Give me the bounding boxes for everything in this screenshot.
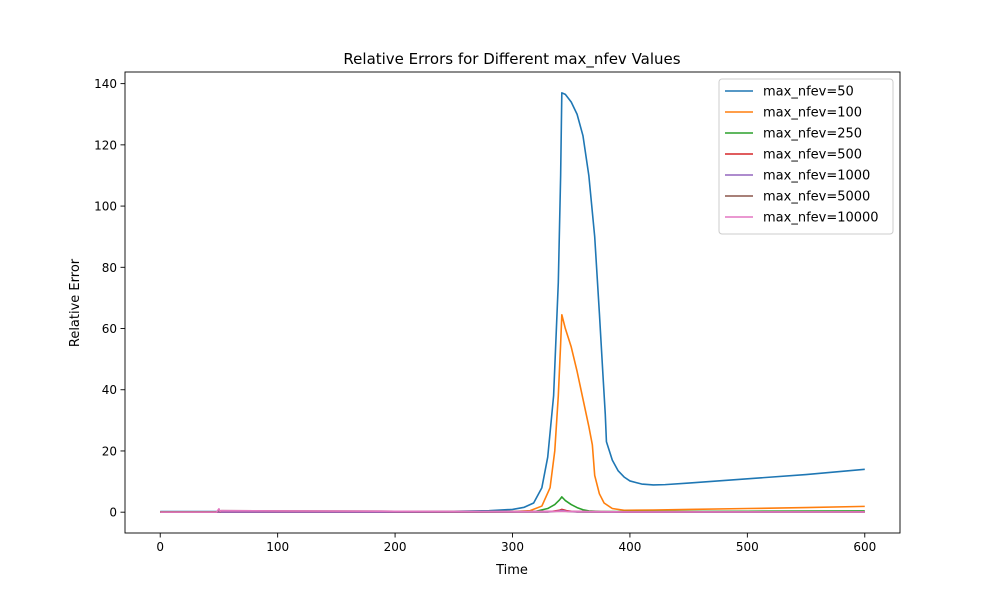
legend: max_nfev=50 max_nfev=100 max_nfev=250 max_n…: [718, 78, 894, 235]
legend-label-5: max_nfev=5000: [763, 190, 870, 205]
y-tick-label: 100: [94, 200, 117, 214]
y-tick-label: 120: [94, 138, 117, 152]
legend-label-4: max_nfev=1000: [763, 169, 870, 184]
y-tick-label: 60: [102, 322, 117, 336]
legend-label-0: max_nfev=50: [763, 85, 854, 100]
x-tick-label: 200: [384, 540, 407, 554]
x-tick-label: 600: [853, 540, 876, 554]
x-tick-label: 400: [618, 540, 641, 554]
y-tick-label: 40: [102, 383, 117, 397]
x-tick-label: 100: [266, 540, 289, 554]
plot-area: 0 100 200 300 400 500 600 0 20 40 60 80 100 120 140: [94, 71, 901, 554]
legend-label-1: max_nfev=100: [763, 106, 862, 121]
chart-title: Relative Errors for Different max_nfev V…: [343, 50, 680, 69]
y-axis-label: Relative Error: [68, 258, 83, 347]
x-axis-label: Time: [495, 563, 528, 578]
series-line-0: [160, 92, 865, 513]
series-lines: [160, 92, 865, 513]
legend-label-6: max_nfev=10000: [763, 211, 879, 226]
series-line-1: [160, 313, 865, 513]
y-tick-label: 20: [102, 444, 117, 458]
legend-box: [718, 78, 894, 235]
x-tick-label: 0: [156, 540, 164, 554]
y-tick-label: 80: [102, 261, 117, 275]
y-tick-label: 140: [94, 77, 117, 91]
legend-label-3: max_nfev=500: [763, 148, 862, 163]
series-line-6: [160, 508, 865, 513]
x-tick-label: 500: [736, 540, 759, 554]
x-tick-label: 300: [501, 540, 524, 554]
legend-label-2: max_nfev=250: [763, 127, 862, 142]
y-tick-label: 0: [109, 506, 117, 520]
